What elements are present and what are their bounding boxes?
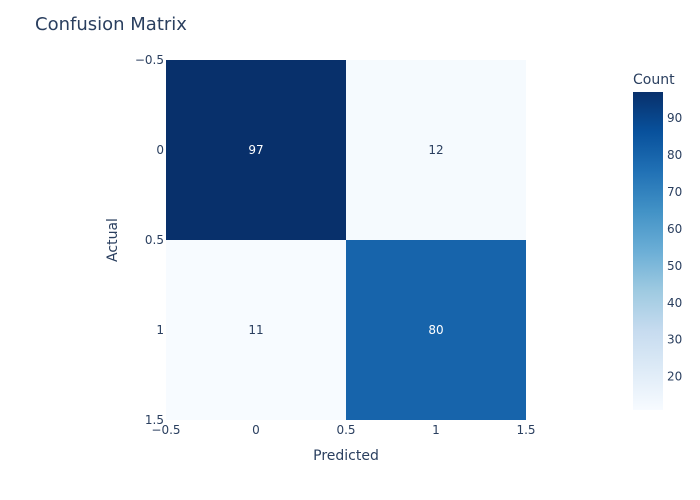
colorbar-ticks: 20 30 40 50 60 70 80 90 [667,111,682,384]
x-tick-label-0: −0.5 [151,423,180,437]
y-tick-label-1: 0 [156,143,164,157]
colorbar [633,92,663,410]
x-tick-label-3: 1 [432,423,440,437]
x-tick-label-4: 1.5 [516,423,535,437]
colorbar-tick-label-7: 90 [667,111,682,125]
chart-title: Confusion Matrix [35,14,187,35]
y-tick-label-0: −0.5 [135,53,164,67]
colorbar-tick-label-4: 60 [667,222,682,236]
colorbar-title: Count [633,72,675,88]
y-tick-label-4: 1.5 [145,413,164,427]
cell-value-r0-c1: 12 [428,143,443,157]
colorbar-tick-label-6: 80 [667,148,682,162]
heatmap-cell-r0-c1 [346,60,526,240]
y-tick-label-2: 0.5 [145,233,164,247]
y-axis-ticks: −0.5 0 0.5 1 1.5 [135,53,164,427]
colorbar-tick-label-0: 20 [667,370,682,384]
heatmap-cell-r0-c0 [166,60,346,240]
heatmap-cell-r1-c0 [166,240,346,420]
heatmap-cell-labels: 97 12 11 80 [248,143,443,337]
y-axis-title: Actual [105,218,121,262]
colorbar-tick-label-5: 70 [667,185,682,199]
cell-value-r1-c0: 11 [248,323,263,337]
heatmap-cells [166,60,526,420]
cell-value-r1-c1: 80 [428,323,443,337]
colorbar-tick-label-3: 50 [667,259,682,273]
x-axis-ticks: −0.5 0 0.5 1 1.5 [151,423,535,437]
y-tick-label-3: 1 [156,323,164,337]
cell-value-r0-c0: 97 [248,143,263,157]
x-tick-label-1: 0 [252,423,260,437]
x-tick-label-2: 0.5 [336,423,355,437]
colorbar-tick-label-2: 40 [667,296,682,310]
colorbar-tick-label-1: 30 [667,333,682,347]
heatmap-cell-r1-c1 [346,240,526,420]
x-axis-title: Predicted [313,448,379,464]
